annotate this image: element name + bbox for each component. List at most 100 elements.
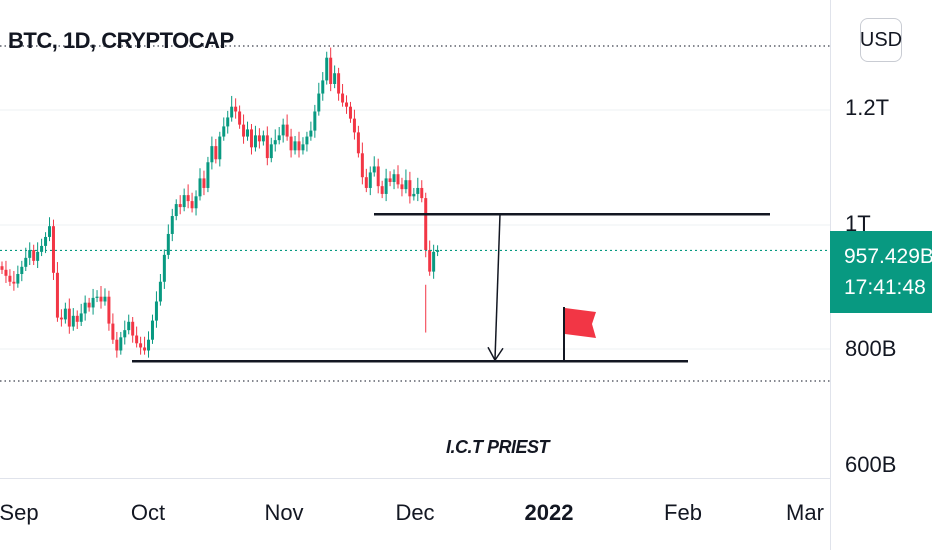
candle-body: [139, 343, 143, 348]
candle-body: [432, 251, 436, 272]
candle-body: [281, 124, 285, 136]
candle-body: [174, 204, 178, 217]
candle-body: [400, 184, 404, 190]
candle-body: [206, 162, 210, 188]
candle-body: [388, 178, 392, 182]
currency-button[interactable]: USD: [860, 18, 902, 62]
candle-body: [59, 317, 63, 320]
candle-body: [158, 281, 162, 302]
y-tick-label: 1.2T: [845, 95, 890, 120]
candle-body: [297, 141, 301, 151]
target-arrow-shaft: [494, 214, 501, 360]
candle-body: [147, 339, 151, 351]
candle-body: [186, 195, 190, 202]
candle-body: [352, 118, 356, 133]
candle-body: [269, 144, 273, 159]
candle-body: [67, 308, 71, 327]
candle-body: [182, 195, 186, 208]
candle-body: [24, 257, 28, 267]
candle-body: [416, 187, 420, 194]
x-tick-label: 2022: [524, 500, 574, 525]
candle-body: [131, 321, 135, 336]
candle-body: [178, 204, 182, 208]
candle-body: [63, 308, 67, 320]
candle-body: [345, 102, 349, 107]
candle-body: [218, 136, 222, 160]
candle-body: [123, 330, 127, 338]
candle-body: [83, 302, 87, 314]
candle-body: [222, 126, 226, 137]
candle-body: [44, 236, 48, 246]
candle-body: [273, 140, 277, 145]
candle-body: [202, 178, 206, 188]
candle-body: [194, 196, 198, 209]
candle-body: [364, 177, 368, 188]
candle-body: [392, 174, 396, 182]
x-tick-label: Feb: [664, 500, 702, 525]
bar-countdown: 17:41:48: [844, 276, 926, 299]
candle-body: [95, 296, 99, 298]
candle-body: [384, 178, 388, 194]
candle-body: [341, 93, 345, 103]
candle-body: [265, 135, 269, 159]
y-tick-label: 600B: [845, 452, 897, 477]
candle-body: [154, 301, 158, 321]
candle-body: [8, 275, 12, 282]
candle-body: [337, 73, 341, 94]
candle-body: [135, 335, 139, 344]
candle-body: [420, 187, 424, 199]
candle-body: [285, 124, 289, 137]
candle-body: [317, 93, 321, 112]
candle-body: [166, 233, 170, 255]
candle-body: [325, 57, 329, 81]
candle-body: [238, 111, 242, 125]
candle-body: [408, 180, 412, 197]
x-tick-label: Mar: [786, 500, 824, 525]
candle-body: [230, 106, 234, 118]
candle-body: [20, 266, 24, 274]
candle-body: [28, 250, 32, 258]
candle-body: [87, 302, 91, 308]
candle-body: [424, 198, 428, 251]
candle-body: [226, 117, 230, 127]
candle-body: [301, 144, 305, 151]
candle-body: [436, 250, 440, 252]
candle-body: [277, 135, 281, 141]
candle-body: [91, 297, 95, 308]
candle-body: [368, 172, 372, 188]
candle-body: [261, 135, 265, 142]
x-tick-label: Dec: [395, 500, 435, 525]
candle-body: [305, 136, 309, 145]
symbol-title: BTC, 1D, CRYPTOCAP: [8, 28, 234, 53]
candle-body: [289, 136, 293, 151]
candle-body: [257, 135, 261, 142]
candle-body: [214, 146, 218, 160]
author-watermark: I.C.T PRIEST: [446, 437, 550, 457]
candle-body: [246, 129, 250, 137]
candle-body: [253, 135, 257, 148]
candle-body: [356, 132, 360, 154]
candle-body: [40, 245, 44, 252]
candle-body: [329, 57, 333, 84]
candle-body: [16, 273, 20, 284]
candle-body: [36, 251, 40, 261]
candle-body: [198, 178, 202, 197]
candle-body: [428, 250, 432, 272]
x-tick-label: Nov: [264, 500, 304, 525]
candle-body: [75, 315, 79, 322]
candle-body: [111, 323, 115, 340]
candle-body: [333, 73, 337, 84]
candle-body: [396, 174, 400, 185]
target-arrow-head: [487, 346, 504, 362]
candle-body: [321, 80, 325, 94]
candle-body: [99, 296, 103, 302]
candle-body: [190, 201, 194, 209]
x-tick-label: Oct: [130, 500, 166, 525]
candle-body: [412, 193, 416, 197]
candle-body: [0, 266, 4, 270]
candle-body: [360, 153, 364, 178]
flag-icon: [565, 308, 596, 338]
candle-body: [404, 180, 408, 190]
candle-body: [210, 146, 214, 163]
